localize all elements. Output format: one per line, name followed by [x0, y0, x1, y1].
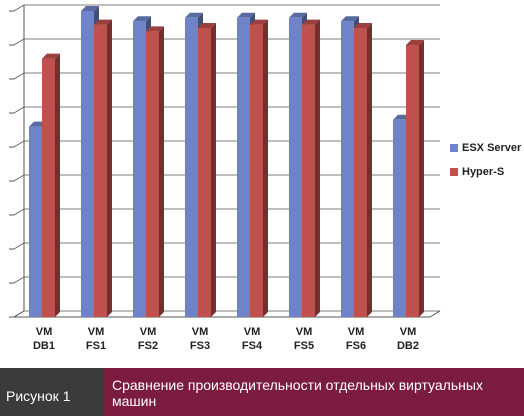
bar — [81, 11, 94, 317]
x-tick-label: VM FS1 — [85, 326, 107, 352]
bar-side — [419, 40, 424, 317]
x-tick-label: VM FS5 — [293, 326, 315, 352]
bar — [289, 17, 302, 318]
grid-line — [13, 208, 440, 216]
bar-side — [263, 19, 268, 317]
bar — [341, 21, 354, 317]
bar-top — [94, 19, 112, 25]
bar — [94, 24, 107, 317]
bar-top — [406, 40, 424, 45]
bar-top — [185, 12, 203, 18]
figure-label: Рисунок 1 — [0, 368, 104, 416]
grid-line — [13, 38, 440, 46]
bar-top — [133, 16, 151, 22]
legend-label: Hyper-S — [462, 166, 504, 178]
x-tick-label: VM FS2 — [137, 326, 159, 352]
x-tick-label: VM DB1 — [32, 326, 55, 352]
bar-side — [211, 23, 216, 317]
grid-line — [13, 4, 440, 12]
bar — [237, 17, 250, 318]
grid-line — [13, 310, 440, 318]
bar — [185, 17, 198, 318]
bar-top — [42, 53, 60, 59]
legend-swatch — [450, 144, 458, 152]
bar-side — [55, 53, 60, 317]
grid-line — [13, 174, 440, 182]
x-tick-label: VM FS3 — [189, 326, 211, 352]
bar — [393, 119, 406, 317]
bar-side — [315, 19, 320, 317]
x-axis — [429, 310, 441, 318]
bar-top — [81, 6, 99, 11]
bar-top — [237, 12, 255, 18]
x-tick-label: VM FS4 — [241, 326, 263, 352]
legend-label: ESX Server — [462, 142, 522, 154]
bar — [354, 28, 367, 317]
legend-swatch — [450, 168, 458, 176]
bar — [29, 126, 42, 317]
grid-line — [13, 242, 440, 250]
bar — [133, 21, 146, 317]
bar-top — [289, 12, 307, 18]
bar-top — [302, 19, 320, 25]
bar-top — [146, 26, 164, 32]
bar-top — [198, 23, 216, 28]
bar-side — [107, 19, 112, 317]
grid-line — [13, 72, 440, 80]
bar-top — [354, 23, 372, 28]
bar-side — [159, 26, 164, 318]
bar — [406, 45, 419, 317]
bar-top — [250, 19, 268, 25]
bar — [302, 24, 315, 317]
grid-line — [13, 106, 440, 114]
bar — [250, 24, 263, 317]
bar — [146, 31, 159, 318]
grid-line — [13, 276, 440, 284]
bar-side — [367, 23, 372, 317]
x-tick-label: VM DB2 — [396, 326, 419, 352]
bar — [42, 58, 55, 317]
x-tick-label: VM FS6 — [345, 326, 367, 352]
bar — [198, 28, 211, 317]
figure-caption: Сравнение производительности отдельных в… — [104, 368, 524, 416]
bar-top — [341, 16, 359, 22]
chart: ESX Server Hyper-S — [9, 4, 522, 318]
grid-line — [13, 140, 440, 148]
